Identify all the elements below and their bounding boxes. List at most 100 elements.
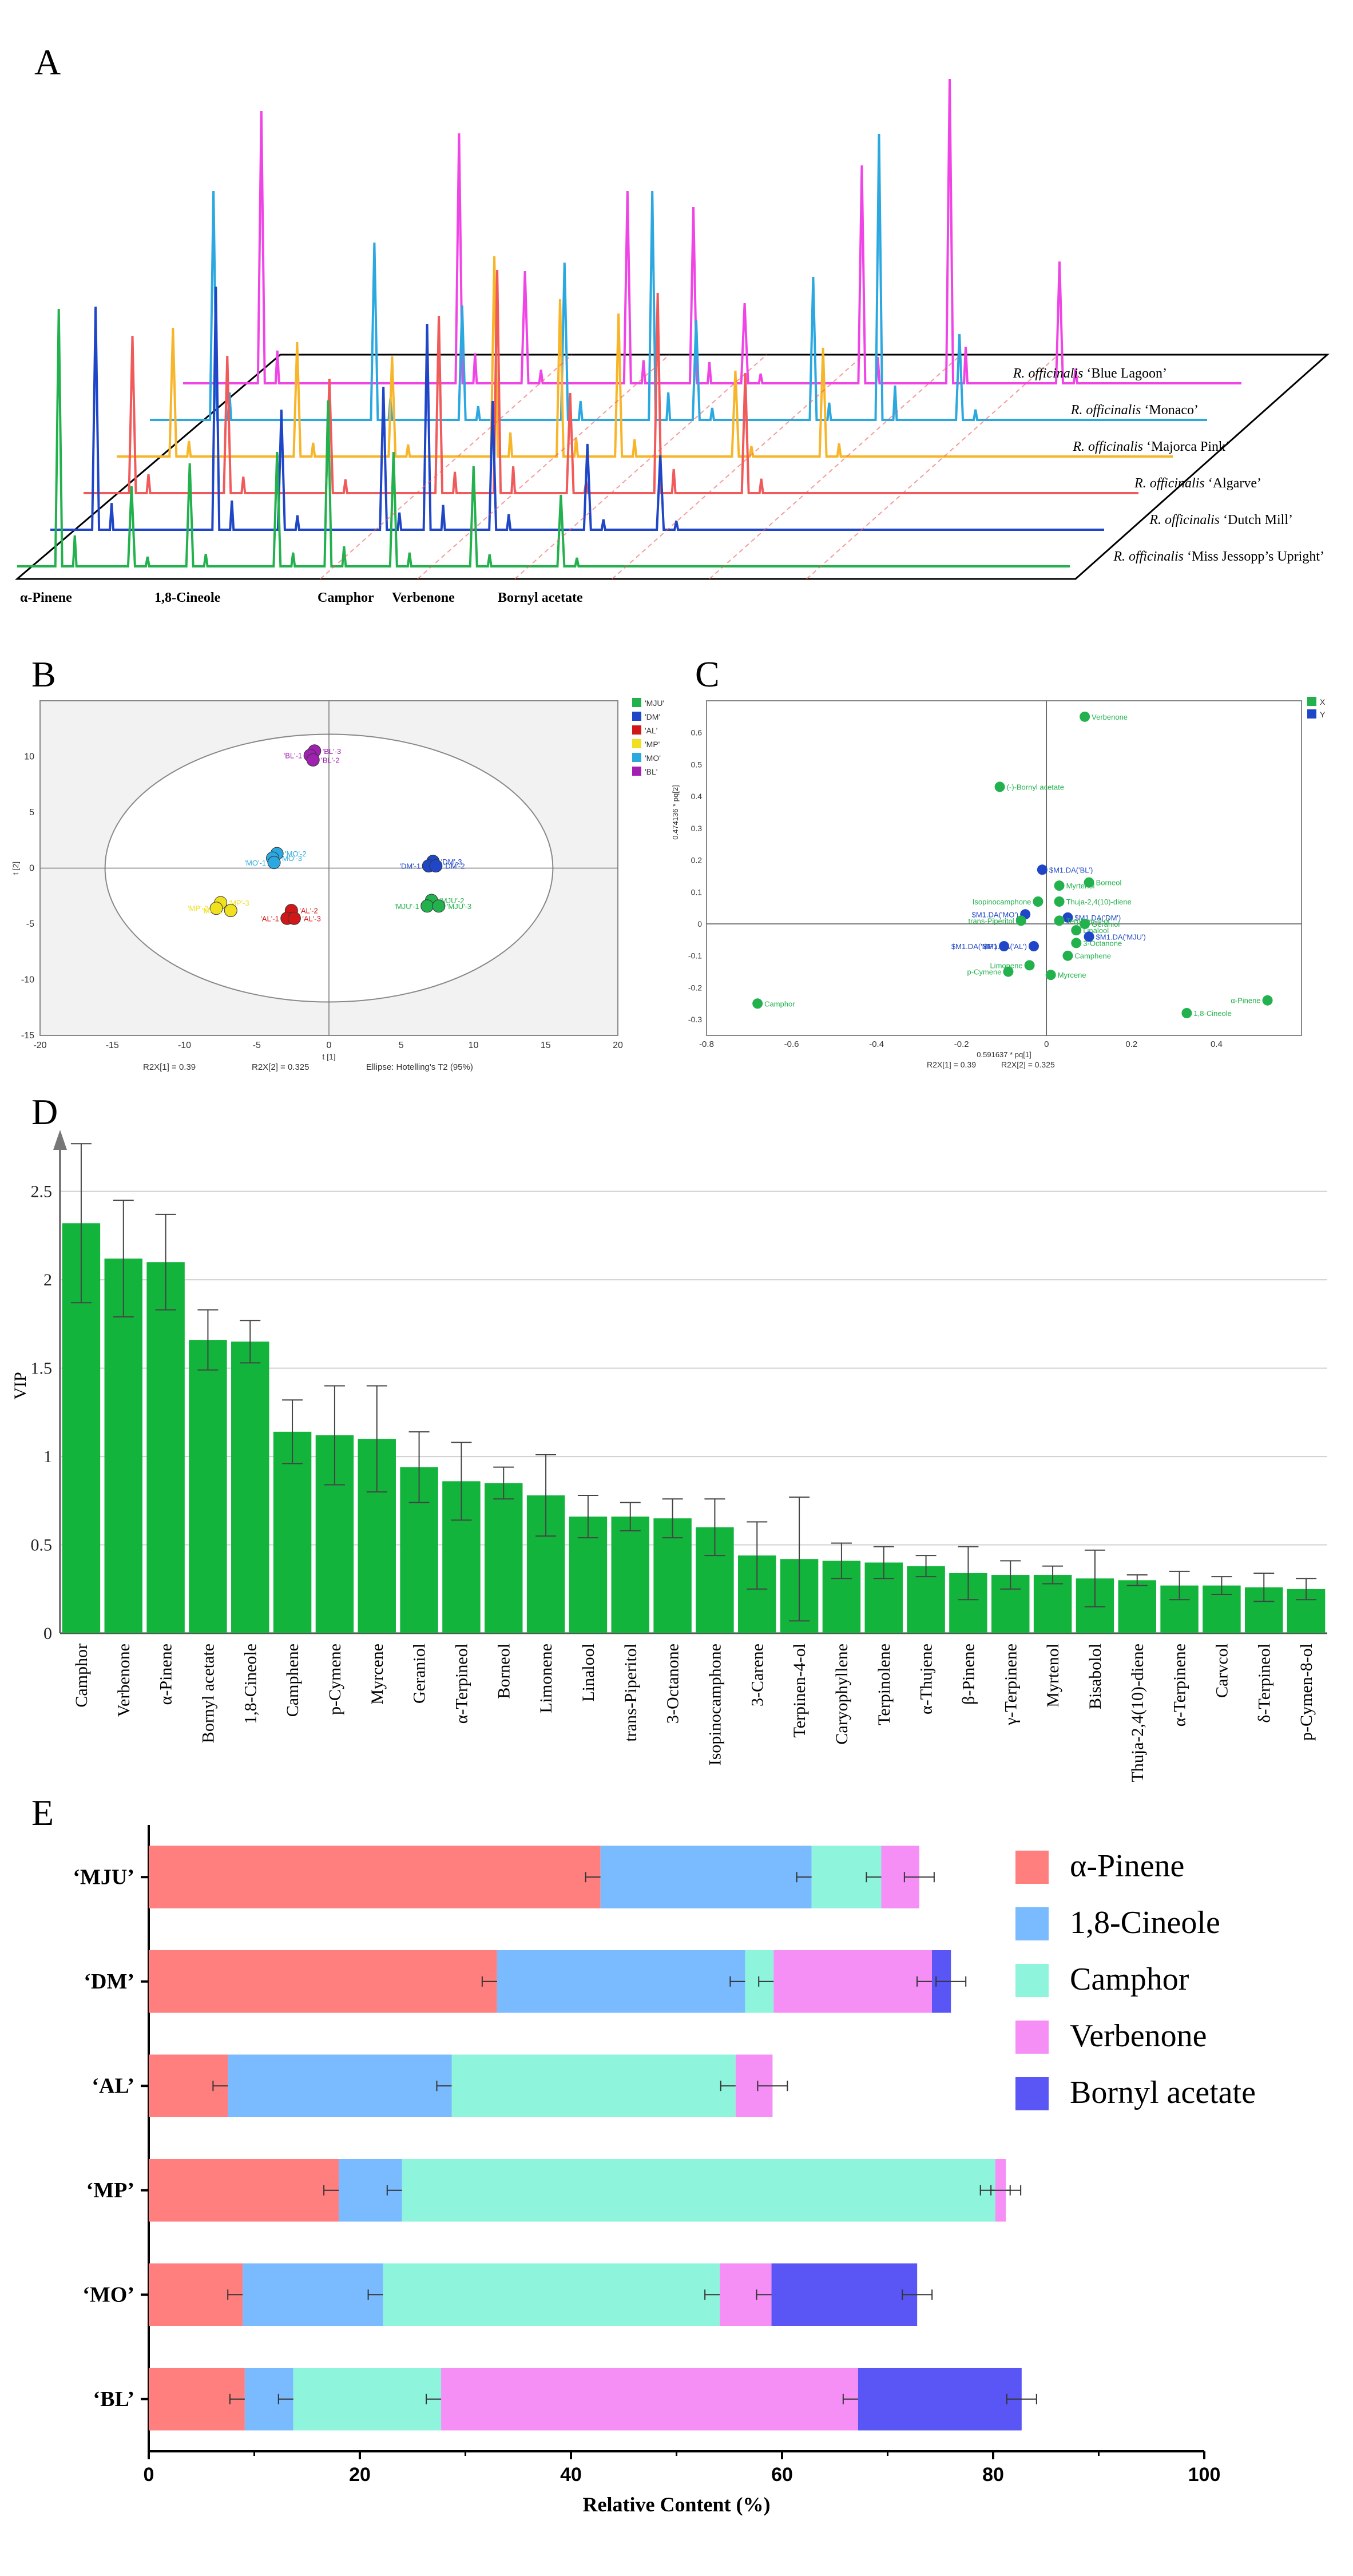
y-tick-label: 0 bbox=[43, 1624, 52, 1643]
loading-point bbox=[1084, 877, 1094, 888]
x-tick-label: -5 bbox=[253, 1041, 261, 1050]
loading-point bbox=[752, 998, 763, 1009]
score-point bbox=[224, 904, 237, 918]
legend-swatch bbox=[632, 698, 641, 707]
plot-area bbox=[706, 700, 1302, 1036]
score-point-label: 'MJU'-1 bbox=[394, 902, 419, 911]
legend-swatch bbox=[1015, 2077, 1049, 2110]
panel-label-c: C bbox=[695, 654, 720, 694]
panel-e-stacked-bar-chart: 0 20 40 60 80 100 Relative Content (%) ‘MJU’ ‘DM… bbox=[73, 1825, 1256, 2516]
score-point bbox=[267, 856, 281, 870]
stacked-segment bbox=[402, 2159, 995, 2222]
loading-point bbox=[1024, 960, 1035, 971]
legend-swatch bbox=[632, 767, 641, 776]
panel-label-d: D bbox=[31, 1091, 58, 1132]
panel-a-traces bbox=[17, 78, 1241, 579]
loading-point bbox=[1045, 970, 1056, 981]
score-point-label: 'MP'-2 bbox=[188, 904, 208, 913]
x-tick-label: 3-Carene bbox=[748, 1644, 767, 1706]
y-tick-label: 0.4 bbox=[691, 792, 703, 801]
x-tick-label: β-Pinene bbox=[959, 1644, 978, 1705]
y-tick-label: 0 bbox=[29, 864, 34, 874]
y-tick-label: 0.1 bbox=[691, 887, 703, 896]
score-point-label: 'MJU'-2 bbox=[439, 896, 464, 905]
y-tick-label: 1.5 bbox=[31, 1359, 53, 1378]
loading-point bbox=[1084, 931, 1094, 942]
loading-point bbox=[1262, 995, 1273, 1006]
loading-point-label: $M1.DA('BL') bbox=[1049, 866, 1093, 874]
y-axis-arrow bbox=[53, 1130, 67, 1150]
loading-point bbox=[1054, 915, 1065, 926]
panel-c-loading-plot: -0.8 -0.6 -0.4 -0.2 0 0.2 0.4 -0.3 -0.2 -0.1 0 0.1 0… bbox=[671, 697, 1326, 1069]
loading-point-label: Thuja-2,4(10)-diene bbox=[1066, 898, 1132, 906]
legend-swatch bbox=[1015, 2021, 1049, 2054]
loading-point-label: Myrtenol bbox=[1066, 882, 1095, 890]
loading-point-label: Borneol bbox=[1096, 879, 1122, 887]
legend-label: Verbenone bbox=[1070, 2018, 1207, 2054]
x-tick-label: δ-Terpineol bbox=[1255, 1644, 1273, 1723]
vip-bar bbox=[907, 1566, 945, 1633]
x-tick-label: -0.4 bbox=[869, 1039, 884, 1049]
loading-point-label: $M1.DA('MO') bbox=[972, 910, 1019, 919]
chromatogram-trace bbox=[150, 133, 1207, 421]
chromatogram-trace bbox=[50, 286, 1104, 531]
score-point-label: 'DM'-3 bbox=[441, 858, 462, 866]
score-point-label: 'AL'-3 bbox=[302, 914, 320, 923]
y-tick-label: ‘DM’ bbox=[84, 1970, 134, 1994]
x-tick-label: p-Cymen-8-ol bbox=[1297, 1644, 1316, 1741]
loading-point bbox=[1037, 864, 1048, 875]
y-axis-label: 0.474136 * pq[2] bbox=[671, 785, 680, 839]
loading-point-label: Camphene bbox=[1074, 952, 1111, 960]
guide-line bbox=[709, 354, 962, 579]
y-tick-label: 0.6 bbox=[691, 728, 703, 737]
legend-swatch bbox=[1015, 1851, 1049, 1884]
x-tick-label: -0.8 bbox=[699, 1039, 714, 1049]
guide-line bbox=[806, 354, 1059, 579]
chromatogram-trace bbox=[117, 256, 1173, 458]
score-point bbox=[287, 911, 301, 925]
legend-label: 'MO' bbox=[645, 753, 661, 763]
y-tick-label: 0 bbox=[697, 919, 702, 928]
score-point-label: 'BL'-2 bbox=[321, 756, 339, 764]
legend-swatch bbox=[632, 753, 641, 762]
x-tick-label: Verbenone bbox=[114, 1644, 133, 1717]
x-tick-label: 40 bbox=[560, 2464, 582, 2486]
loading-point bbox=[1181, 1008, 1192, 1018]
vip-bar bbox=[189, 1340, 227, 1633]
footer-text: R2X[2] = 0.325 bbox=[1001, 1060, 1055, 1069]
loading-point-label: $M1.DA('MJU') bbox=[1096, 932, 1146, 941]
x-tick-label: 5 bbox=[399, 1041, 404, 1050]
y-tick-label: 2 bbox=[43, 1271, 52, 1289]
compound-label-cineole: 1,8-Cineole bbox=[154, 590, 221, 605]
x-tick-label: 0 bbox=[1044, 1039, 1049, 1049]
y-axis-label: t [2] bbox=[11, 862, 20, 875]
y-tick-label: ‘BL’ bbox=[93, 2387, 134, 2411]
trace-label-genus: R. officinalis ‘Dutch Mill’ bbox=[1149, 513, 1293, 527]
loading-point bbox=[1029, 941, 1039, 951]
trace-label-cultivar: ‘Monaco’ bbox=[1144, 403, 1199, 418]
stacked-segment bbox=[441, 2368, 858, 2431]
x-tick-label: α-Thujene bbox=[917, 1644, 936, 1714]
loading-point bbox=[1062, 912, 1073, 923]
legend-swatch bbox=[632, 712, 641, 721]
stacked-segment bbox=[149, 2159, 339, 2222]
y-tick-label: ‘MJU’ bbox=[73, 1865, 134, 1889]
x-tick-label: 20 bbox=[613, 1041, 623, 1050]
x-tick-label: Camphor bbox=[72, 1644, 91, 1708]
panel-a-chromatograms: R. officinalis ‘Blue Lagoon’R. officinali… bbox=[14, 78, 1330, 605]
loading-point-label: 1,8-Cineole bbox=[1193, 1009, 1232, 1018]
x-tick-label: Limonene bbox=[537, 1644, 556, 1713]
legend-label: 'DM' bbox=[645, 712, 660, 721]
y-tick-label: -5 bbox=[26, 919, 34, 929]
x-tick-label: α-Pinene bbox=[157, 1644, 176, 1705]
trace-label-genus: R. officinalis ‘Majorca Pink’ bbox=[1072, 439, 1230, 454]
stacked-segment bbox=[773, 1950, 932, 2013]
trace-label-genus-text: R. officinalis bbox=[1113, 549, 1184, 564]
loading-point bbox=[1080, 919, 1090, 929]
x-tick-label: -0.2 bbox=[954, 1039, 969, 1049]
score-point-label: 'DM'-2 bbox=[444, 862, 465, 871]
loading-point bbox=[994, 781, 1005, 792]
score-point-label: 'MO'-2 bbox=[285, 850, 306, 858]
legend-label: 'AL' bbox=[645, 726, 657, 735]
